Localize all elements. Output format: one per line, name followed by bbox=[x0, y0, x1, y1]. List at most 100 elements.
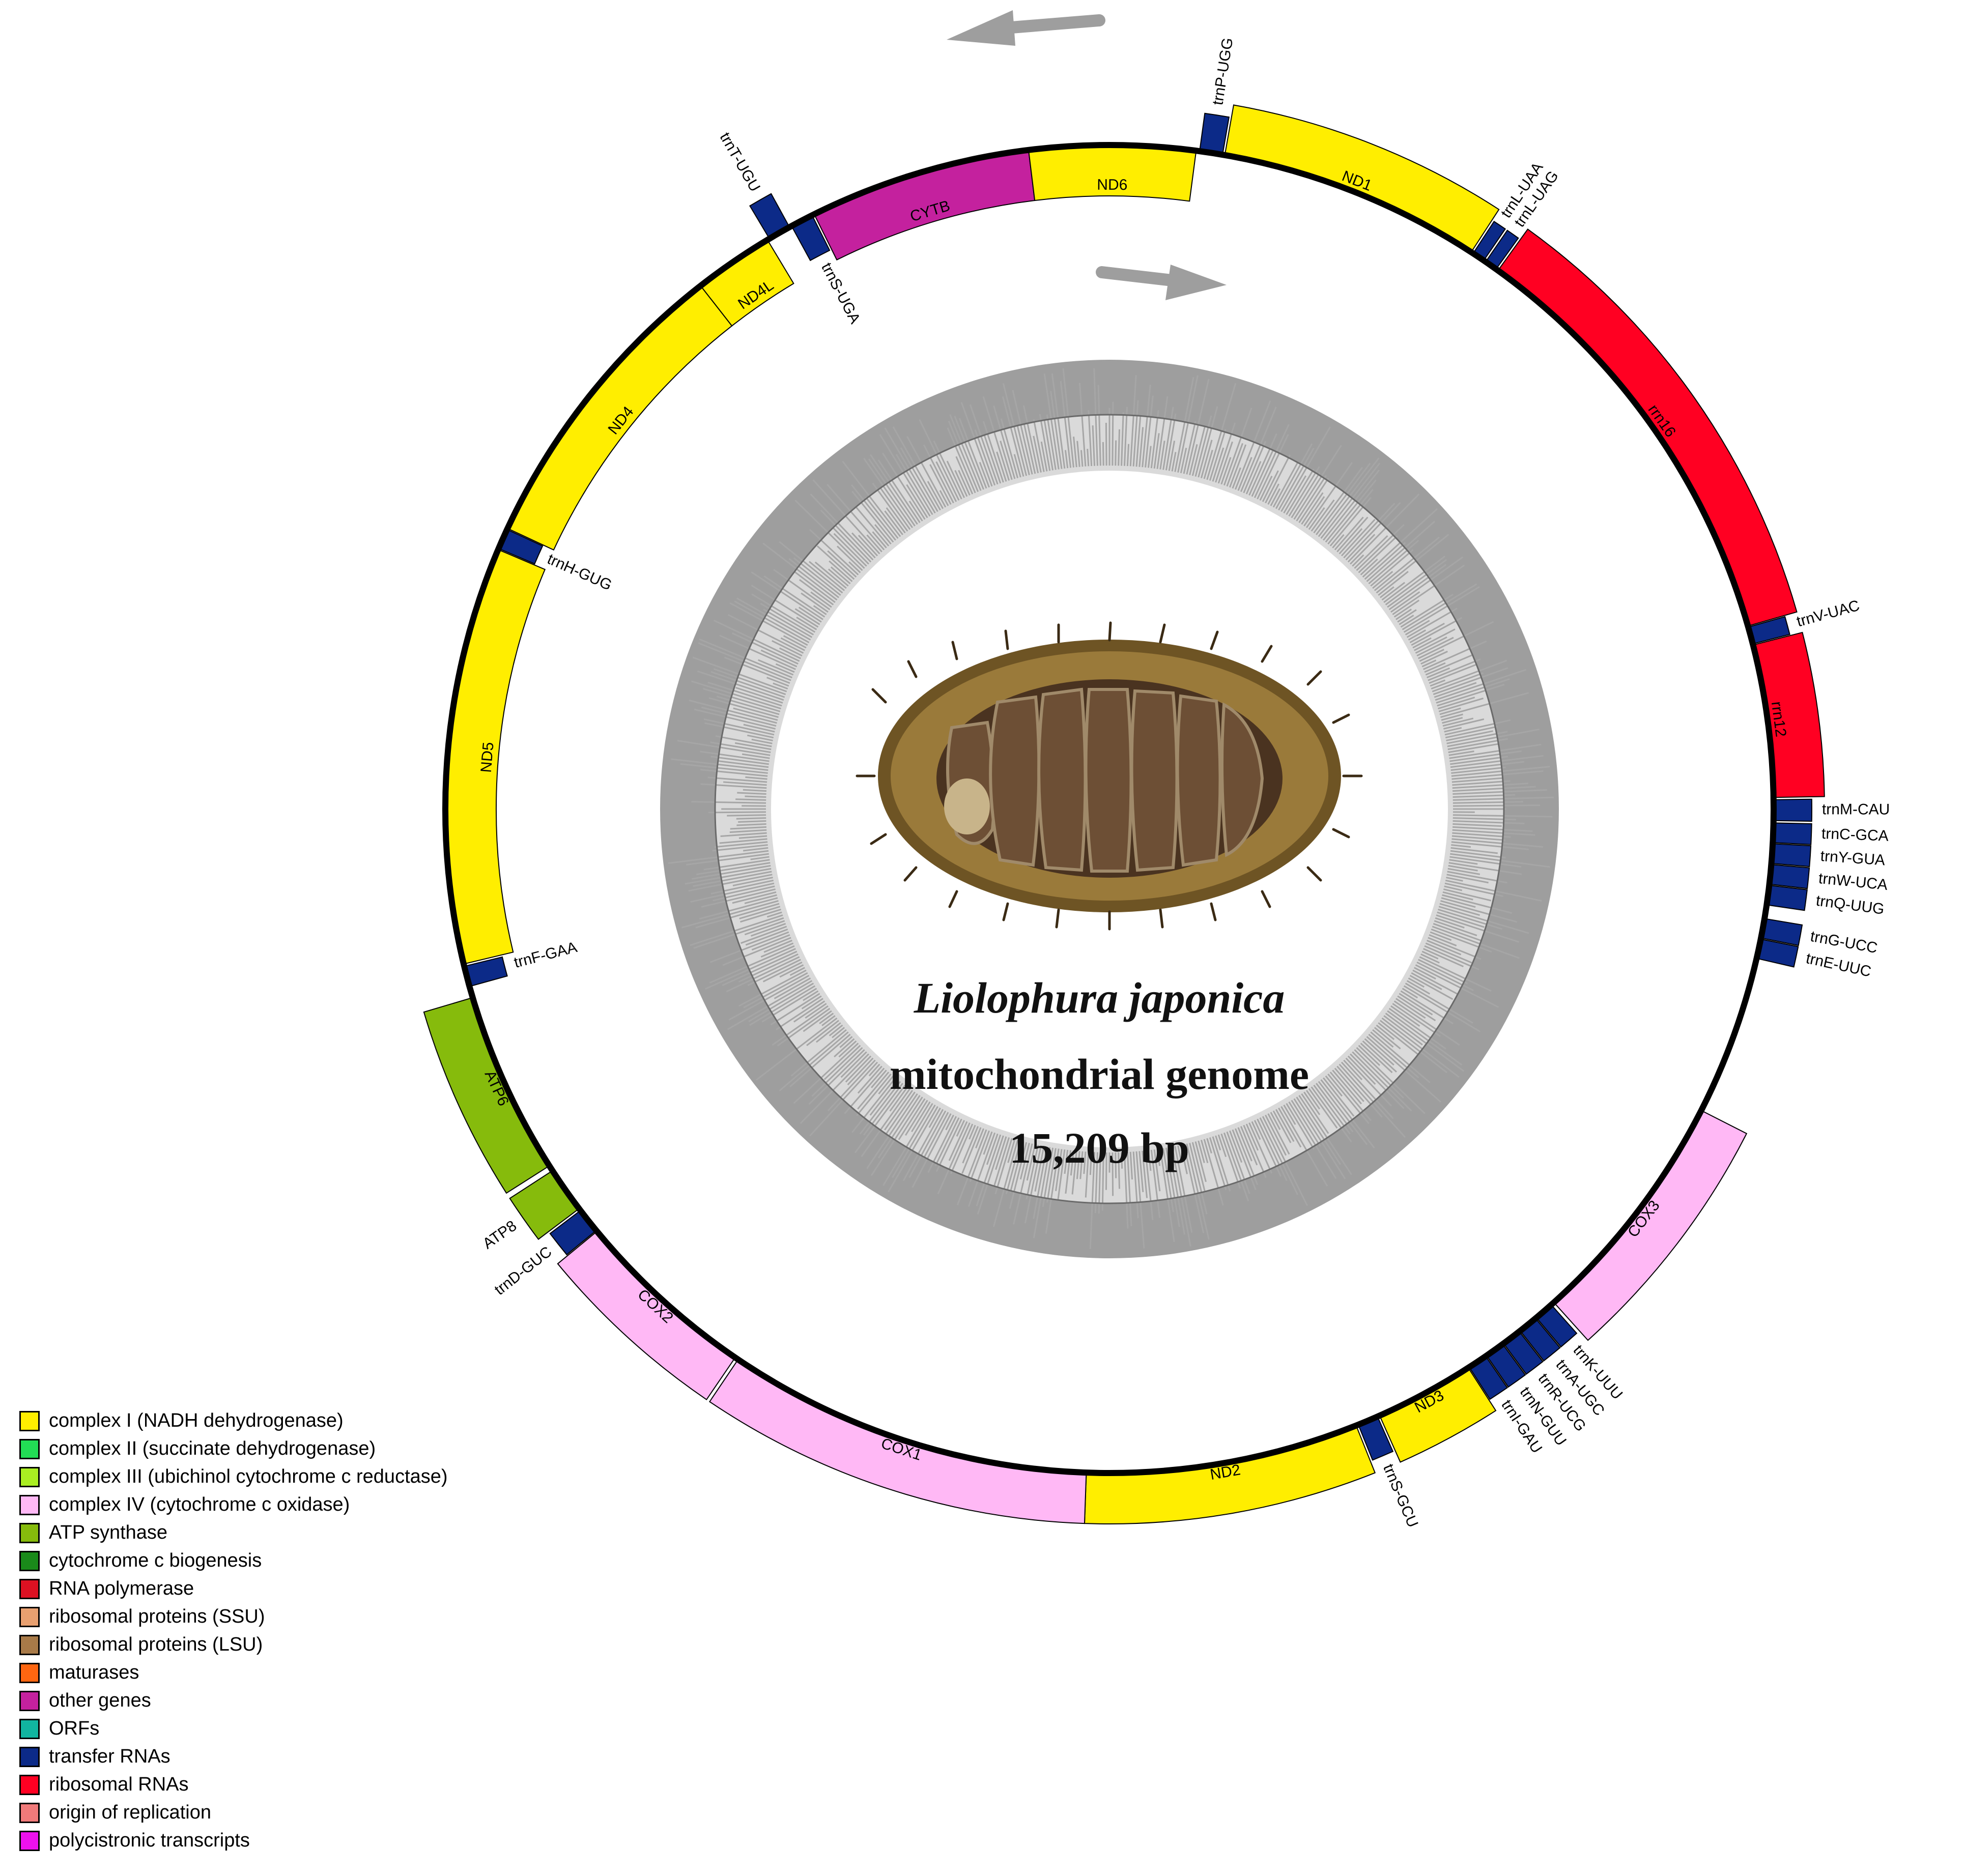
gc-tick bbox=[1243, 441, 1267, 494]
gc-tick bbox=[1177, 1145, 1182, 1161]
gc-tick bbox=[1138, 1151, 1144, 1193]
gc-tick bbox=[1406, 980, 1431, 995]
gc-tick bbox=[1245, 461, 1262, 495]
gc-tick bbox=[793, 557, 841, 596]
gc-tick bbox=[845, 1055, 872, 1083]
gc-tick bbox=[773, 682, 788, 690]
legend-label: other genes bbox=[49, 1690, 151, 1711]
gc-tick bbox=[1272, 1110, 1292, 1143]
gc-tick bbox=[730, 826, 767, 830]
gc-tick bbox=[722, 950, 798, 987]
gc-tick bbox=[1437, 911, 1485, 928]
gc-tick bbox=[1364, 542, 1406, 580]
gc-tick bbox=[1251, 1121, 1261, 1140]
gc-tick bbox=[735, 798, 766, 801]
gc-tick bbox=[1129, 375, 1137, 467]
chiton-illustration bbox=[856, 621, 1363, 931]
gc-tick bbox=[1350, 1053, 1405, 1109]
gc-tick bbox=[947, 427, 976, 494]
gc-tick bbox=[863, 458, 914, 528]
gc-tick bbox=[886, 507, 906, 534]
gc-tick bbox=[761, 988, 817, 1023]
gc-tick bbox=[1442, 717, 1463, 724]
gc-tick bbox=[1318, 1081, 1368, 1145]
gc-tick bbox=[696, 862, 771, 876]
gc-tick bbox=[851, 490, 894, 543]
gc-tick bbox=[1280, 426, 1331, 512]
legend-swatch bbox=[19, 1494, 40, 1515]
gc-tick bbox=[1198, 406, 1218, 478]
gc-tick bbox=[927, 481, 944, 509]
gc-tick bbox=[690, 882, 775, 903]
gc-tick bbox=[1043, 420, 1054, 471]
gc-tick bbox=[700, 751, 770, 762]
gc-tick bbox=[738, 820, 766, 823]
gc-tick bbox=[1441, 897, 1476, 908]
gc-tick bbox=[1399, 615, 1414, 625]
gc-tick bbox=[763, 609, 813, 638]
gc-tick bbox=[1418, 959, 1468, 985]
gc-tick bbox=[828, 568, 849, 587]
legend-label: RNA polymerase bbox=[49, 1578, 194, 1599]
legend-item: complex IV (cytochrome c oxidase) bbox=[19, 1491, 448, 1519]
gc-tick bbox=[983, 1131, 993, 1155]
gene-label: trnD-GUC bbox=[491, 1244, 555, 1299]
gc-tick bbox=[1397, 995, 1436, 1022]
gc-tick bbox=[1097, 385, 1101, 466]
gc-tick bbox=[1431, 659, 1507, 690]
gc-tick bbox=[1453, 804, 1540, 807]
gc-tick bbox=[889, 1086, 908, 1112]
gc-tick bbox=[960, 402, 993, 487]
gc-tick bbox=[1064, 450, 1069, 469]
gc-tick bbox=[714, 841, 768, 848]
gc-tick bbox=[1147, 1150, 1152, 1171]
gc-tick bbox=[1450, 761, 1525, 771]
gc-tick bbox=[1254, 1120, 1282, 1177]
gc-tick bbox=[700, 769, 768, 777]
legend: complex I (NADH dehydrogenase) complex II… bbox=[19, 1407, 448, 1855]
gc-tick bbox=[1150, 1149, 1161, 1218]
gc-tick bbox=[692, 864, 771, 880]
gc-tick bbox=[1019, 1142, 1030, 1180]
gc-tick bbox=[1223, 408, 1252, 486]
gc-tick bbox=[1327, 489, 1374, 545]
gc-tick bbox=[690, 914, 783, 946]
gc-tick bbox=[732, 891, 777, 904]
legend-swatch bbox=[19, 1662, 40, 1683]
gc-tick bbox=[1329, 1072, 1372, 1121]
gc-tick bbox=[789, 967, 805, 976]
gc-tick bbox=[1007, 1139, 1016, 1163]
gc-tick bbox=[723, 781, 767, 786]
gc-tick bbox=[1275, 1109, 1295, 1142]
gc-tick bbox=[1026, 1144, 1036, 1181]
gc-tick bbox=[1453, 817, 1517, 821]
gc-tick bbox=[1451, 766, 1550, 777]
gc-tick bbox=[747, 959, 801, 987]
gc-tick bbox=[1449, 859, 1478, 865]
gc-tick bbox=[1243, 1124, 1267, 1178]
gc-tick bbox=[745, 795, 766, 798]
gc-tick bbox=[1412, 969, 1458, 995]
gc-tick bbox=[962, 1126, 979, 1164]
gc-tick bbox=[927, 1116, 957, 1173]
gc-tick bbox=[751, 738, 773, 744]
gc-tick bbox=[724, 656, 790, 684]
gene-label: trnV-UAC bbox=[1795, 597, 1862, 630]
gc-tick bbox=[1165, 413, 1177, 471]
gc-tick bbox=[1162, 407, 1174, 470]
gc-tick bbox=[691, 680, 781, 710]
gc-tick bbox=[1409, 622, 1445, 644]
gc-tick bbox=[1343, 503, 1396, 559]
gc-tick bbox=[799, 579, 834, 605]
gc-tick bbox=[912, 1113, 952, 1188]
gc-tick bbox=[1232, 1129, 1257, 1191]
gc-tick bbox=[906, 484, 928, 518]
gc-tick bbox=[945, 1114, 954, 1131]
gc-tick bbox=[710, 879, 774, 894]
gc-tick bbox=[1448, 751, 1474, 756]
strand-arrow-forward bbox=[1096, 265, 1227, 300]
gc-tick bbox=[1262, 470, 1279, 502]
gc-tick bbox=[1440, 900, 1517, 923]
strand-arrow-reverse bbox=[947, 10, 1105, 46]
gc-tick bbox=[703, 688, 781, 712]
